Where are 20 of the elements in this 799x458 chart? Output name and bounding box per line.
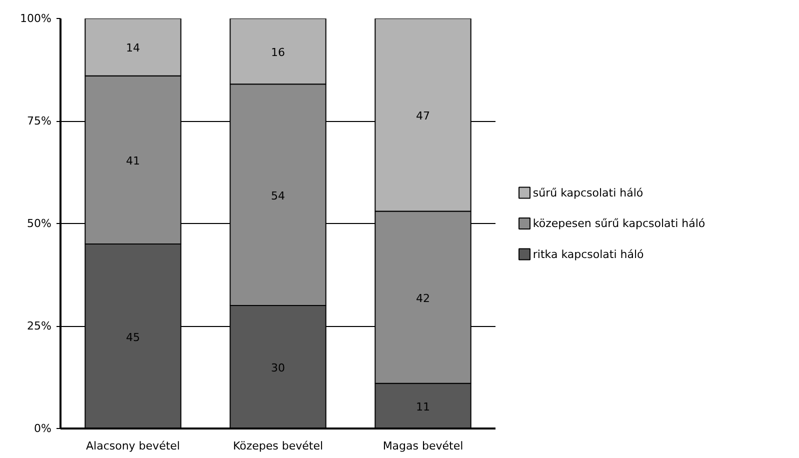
data-label: 16 xyxy=(271,46,285,59)
x-tick-label: Közepes bevétel xyxy=(232,440,324,452)
data-label: 30 xyxy=(271,362,285,374)
y-tick-label: 50% xyxy=(27,217,52,230)
data-label: 47 xyxy=(416,109,430,122)
y-tick-label: 75% xyxy=(27,114,52,128)
data-label: 54 xyxy=(271,189,285,202)
data-label: 41 xyxy=(126,154,140,168)
legend-label: sűrű kapcsolati háló xyxy=(532,186,644,200)
data-label: 14 xyxy=(126,42,140,55)
y-tick-label: 25% xyxy=(27,320,52,332)
y-tick-label: 100% xyxy=(20,12,52,25)
y-tick-label: 0% xyxy=(34,422,52,435)
x-tick-label: Alacsony bevétel xyxy=(86,440,180,452)
x-tick-label: Magas bevétel xyxy=(382,440,464,452)
data-label: 45 xyxy=(126,330,140,344)
legend-label: közepesen sűrű kapcsolati háló xyxy=(532,217,706,230)
data-label: 11 xyxy=(416,400,430,414)
data-label: 42 xyxy=(416,292,430,305)
legend-label: ritka kapcsolati háló xyxy=(532,248,644,261)
